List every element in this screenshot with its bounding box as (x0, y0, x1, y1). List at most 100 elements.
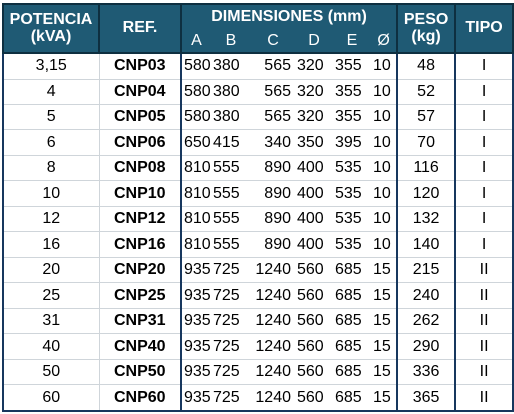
cell-ref: CNP08 (99, 154, 182, 182)
cell-ref: CNP03 (99, 52, 182, 80)
cell-dim-d: 560 (295, 358, 333, 386)
cell-dim-e: 685 (333, 307, 371, 335)
cell-dim-b: 555 (211, 205, 251, 233)
cell-tipo: I (455, 231, 514, 258)
table-row: 4 CNP04 580 380 565 320 355 10 52 I (3, 78, 514, 105)
cell-dim-phi: 10 (371, 52, 399, 80)
cell-dim-d: 320 (295, 78, 333, 105)
table-row: 31 CNP31 935 725 1240 560 685 15 262 II (3, 307, 514, 335)
cell-ref: CNP20 (99, 256, 182, 284)
cell-peso: 132 (397, 205, 457, 233)
cell-dim-d: 400 (295, 205, 333, 233)
cell-dim-c: 1240 (251, 256, 295, 284)
table-row: 60 CNP60 935 725 1240 560 685 15 365 II (3, 384, 514, 412)
cell-dim-a: 810 (181, 180, 211, 207)
cell-potencia: 5 (3, 103, 100, 131)
cell-dim-phi: 10 (371, 180, 399, 207)
cell-ref: CNP06 (99, 129, 182, 156)
cell-peso: 48 (397, 52, 457, 80)
cell-dim-b: 725 (211, 384, 251, 412)
cell-tipo: II (455, 256, 514, 284)
cell-peso: 57 (397, 103, 457, 131)
cell-dim-e: 535 (333, 231, 371, 258)
cell-dim-c: 565 (251, 52, 295, 80)
header-dim-b: B (211, 30, 251, 54)
cell-ref: CNP40 (99, 333, 182, 360)
cell-potencia: 4 (3, 78, 100, 105)
cell-dim-a: 650 (181, 129, 211, 156)
cell-tipo: I (455, 205, 514, 233)
cell-dim-b: 555 (211, 231, 251, 258)
cell-dim-e: 685 (333, 384, 371, 412)
cell-dim-d: 320 (295, 52, 333, 80)
cell-peso: 70 (397, 129, 457, 156)
cell-dim-c: 565 (251, 103, 295, 131)
cell-tipo: II (455, 307, 514, 335)
cell-dim-e: 395 (333, 129, 371, 156)
cell-ref: CNP31 (99, 307, 182, 335)
cell-peso: 336 (397, 358, 457, 386)
cell-dim-d: 560 (295, 256, 333, 284)
cell-dim-a: 935 (181, 384, 211, 412)
cell-dim-d: 400 (295, 231, 333, 258)
cell-dim-d: 560 (295, 333, 333, 360)
cell-peso: 120 (397, 180, 457, 207)
cell-dim-phi: 15 (371, 307, 399, 335)
table-row: 20 CNP20 935 725 1240 560 685 15 215 II (3, 256, 514, 284)
cell-ref: CNP50 (99, 358, 182, 386)
cell-dim-d: 400 (295, 154, 333, 182)
cell-peso: 240 (397, 282, 457, 309)
cell-potencia: 40 (3, 333, 100, 360)
header-potencia: POTENCIA (kVA) (2, 3, 100, 54)
cell-dim-c: 340 (251, 129, 295, 156)
cell-peso: 215 (397, 256, 457, 284)
cell-dim-phi: 10 (371, 129, 399, 156)
cell-peso: 140 (397, 231, 457, 258)
cell-dim-e: 535 (333, 154, 371, 182)
table-body: 3,15 CNP03 580 380 565 320 355 10 48 I 4 CNP04 580 38… (3, 52, 514, 412)
cell-dim-b: 380 (211, 78, 251, 105)
table-row: 25 CNP25 935 725 1240 560 685 15 240 II (3, 282, 514, 309)
cell-dim-phi: 15 (371, 384, 399, 412)
table-row: 50 CNP50 935 725 1240 560 685 15 336 II (3, 358, 514, 386)
cell-peso: 52 (397, 78, 457, 105)
cell-dim-e: 355 (333, 103, 371, 131)
cell-dim-phi: 10 (371, 103, 399, 131)
cell-dim-d: 560 (295, 307, 333, 335)
header-peso: PESO (kg) (396, 3, 457, 54)
cell-dim-b: 725 (211, 358, 251, 386)
cell-tipo: I (455, 103, 514, 131)
cell-dim-c: 890 (251, 154, 295, 182)
cell-dim-a: 810 (181, 154, 211, 182)
header-tipo: TIPO (454, 3, 514, 54)
cell-dim-c: 1240 (251, 358, 295, 386)
cell-dim-a: 935 (181, 333, 211, 360)
cell-dim-e: 685 (333, 358, 371, 386)
cell-potencia: 6 (3, 129, 100, 156)
cell-dim-b: 380 (211, 52, 251, 80)
cell-potencia: 3,15 (3, 52, 100, 80)
cell-dim-b: 555 (211, 180, 251, 207)
cell-peso: 365 (397, 384, 457, 412)
table-row: 5 CNP05 580 380 565 320 355 10 57 I (3, 103, 514, 131)
cell-potencia: 16 (3, 231, 100, 258)
cell-dim-b: 725 (211, 282, 251, 309)
cell-dim-phi: 10 (371, 154, 399, 182)
cell-ref: CNP25 (99, 282, 182, 309)
cell-potencia: 8 (3, 154, 100, 182)
cell-dim-b: 725 (211, 256, 251, 284)
header-ref: REF. (98, 3, 182, 54)
cell-ref: CNP05 (99, 103, 182, 131)
cell-dim-a: 810 (181, 205, 211, 233)
cell-dim-a: 935 (181, 282, 211, 309)
header-dim-c: C (251, 30, 295, 54)
cell-dim-c: 1240 (251, 384, 295, 412)
cell-tipo: I (455, 52, 514, 80)
cell-dim-d: 400 (295, 180, 333, 207)
cell-potencia: 31 (3, 307, 100, 335)
cell-dim-d: 350 (295, 129, 333, 156)
cell-dim-phi: 10 (371, 78, 399, 105)
cell-dim-e: 355 (333, 78, 371, 105)
header-dim-e: E (333, 30, 371, 54)
cell-dim-e: 685 (333, 333, 371, 360)
